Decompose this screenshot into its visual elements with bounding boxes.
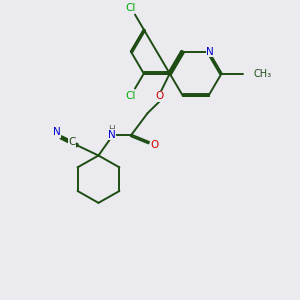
Text: CH₃: CH₃ xyxy=(253,69,271,79)
Text: O: O xyxy=(150,140,158,150)
Text: C: C xyxy=(68,137,76,147)
Text: H: H xyxy=(108,125,115,134)
Text: N: N xyxy=(206,46,214,57)
Text: Cl: Cl xyxy=(126,91,136,100)
Text: N: N xyxy=(53,127,61,137)
Text: Cl: Cl xyxy=(126,3,136,13)
Text: O: O xyxy=(155,92,164,101)
Text: N: N xyxy=(108,130,116,140)
